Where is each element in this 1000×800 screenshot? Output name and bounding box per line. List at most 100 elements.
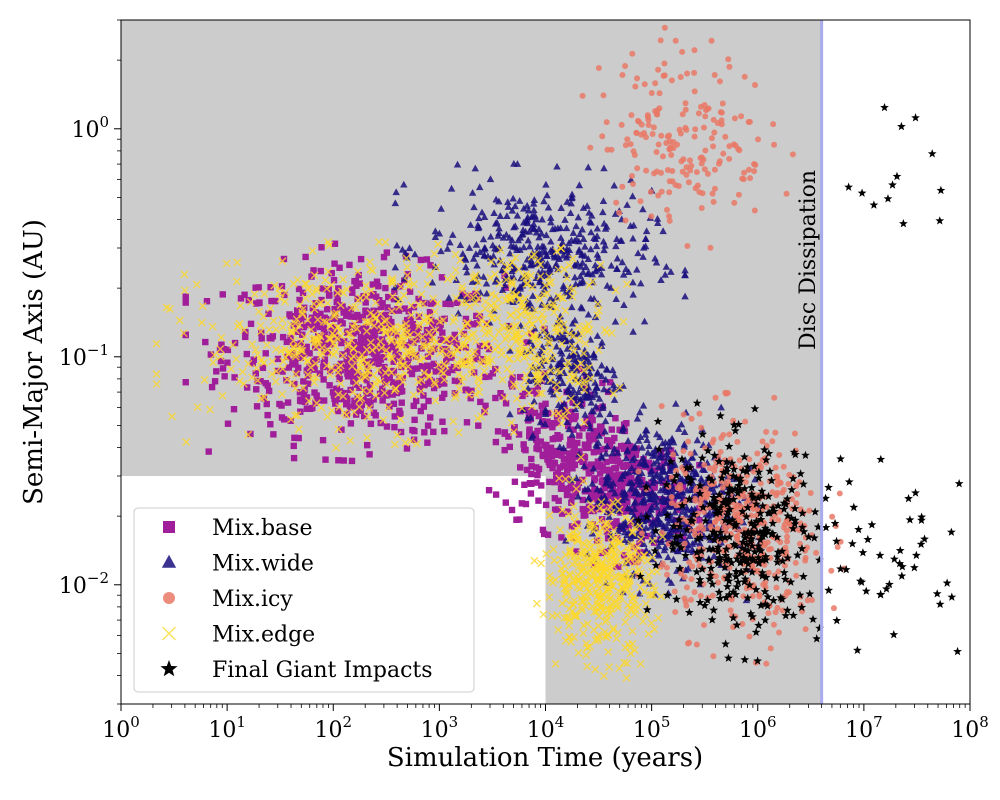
legend-label: Mix.icy — [212, 587, 293, 612]
data-point — [510, 285, 519, 293]
data-point — [731, 199, 738, 206]
data-point — [326, 367, 334, 375]
data-point — [693, 534, 702, 543]
data-point — [562, 613, 571, 622]
data-point — [644, 505, 651, 512]
data-point — [730, 426, 740, 435]
data-point — [525, 242, 534, 250]
data-point — [736, 457, 743, 464]
data-point — [716, 78, 723, 85]
data-point — [217, 357, 225, 365]
data-point — [568, 408, 575, 416]
data-point — [336, 388, 344, 395]
data-point — [858, 548, 868, 557]
data-point — [410, 337, 419, 346]
data-point — [219, 291, 226, 298]
data-point — [622, 63, 629, 70]
data-point — [753, 512, 760, 519]
data-point — [651, 467, 659, 474]
data-point — [588, 211, 596, 219]
data-point — [636, 659, 645, 668]
data-point — [658, 532, 667, 541]
data-point — [427, 300, 435, 307]
data-point — [808, 614, 818, 624]
data-point — [193, 403, 202, 412]
data-point — [421, 429, 428, 436]
data-point — [327, 363, 336, 372]
data-point — [534, 242, 542, 250]
data-point — [547, 214, 555, 221]
data-point — [692, 567, 702, 576]
data-point — [634, 603, 643, 612]
data-point — [396, 357, 405, 366]
data-point — [768, 518, 778, 528]
data-point — [524, 236, 532, 244]
data-point — [732, 582, 742, 591]
data-point — [530, 250, 539, 259]
data-point — [152, 370, 161, 379]
data-point — [607, 261, 616, 269]
data-point — [722, 510, 732, 519]
data-point — [629, 50, 636, 57]
data-point — [322, 361, 331, 370]
data-point — [570, 612, 579, 621]
data-point — [307, 321, 314, 329]
data-point — [638, 617, 647, 626]
data-point — [567, 534, 576, 543]
data-point — [217, 333, 226, 342]
data-point — [347, 420, 355, 427]
data-point — [727, 607, 734, 614]
data-point — [349, 370, 356, 378]
data-point — [637, 555, 646, 564]
data-point — [425, 397, 432, 405]
data-point — [283, 375, 292, 384]
data-point — [405, 308, 412, 315]
data-point — [609, 526, 618, 535]
data-point — [604, 519, 613, 528]
data-point — [423, 333, 431, 340]
data-point — [629, 172, 636, 179]
data-point — [563, 588, 572, 597]
data-point — [476, 248, 484, 256]
data-point — [535, 497, 542, 504]
data-point — [532, 436, 540, 443]
data-point — [707, 615, 717, 624]
data-point — [618, 258, 627, 266]
data-point — [686, 157, 693, 164]
data-point — [324, 349, 331, 356]
data-point — [467, 395, 474, 402]
legend-box — [133, 507, 475, 693]
data-point — [728, 471, 738, 480]
data-point — [337, 287, 346, 296]
data-point — [793, 572, 800, 579]
data-point — [772, 532, 782, 541]
data-point — [565, 450, 573, 457]
data-point — [355, 363, 364, 372]
data-point — [662, 459, 670, 467]
data-point — [722, 463, 732, 472]
data-point — [531, 334, 540, 343]
data-point — [559, 282, 568, 289]
data-point — [279, 368, 286, 375]
data-point — [281, 291, 288, 299]
data-point — [610, 454, 617, 462]
data-point — [708, 37, 715, 44]
legend-marker — [161, 554, 177, 568]
data-point — [534, 442, 541, 449]
data-point — [296, 296, 303, 304]
data-point — [703, 446, 713, 455]
data-point — [541, 420, 549, 427]
data-point — [351, 397, 358, 404]
data-point — [323, 345, 332, 354]
data-point — [536, 276, 544, 284]
data-point — [693, 169, 700, 176]
data-point — [558, 569, 567, 578]
data-point — [639, 459, 647, 467]
data-point — [730, 484, 740, 493]
data-point — [697, 103, 704, 110]
data-point — [667, 447, 675, 454]
data-point — [563, 485, 571, 492]
data-point — [790, 515, 800, 525]
data-point — [286, 311, 293, 318]
data-point — [569, 465, 576, 472]
